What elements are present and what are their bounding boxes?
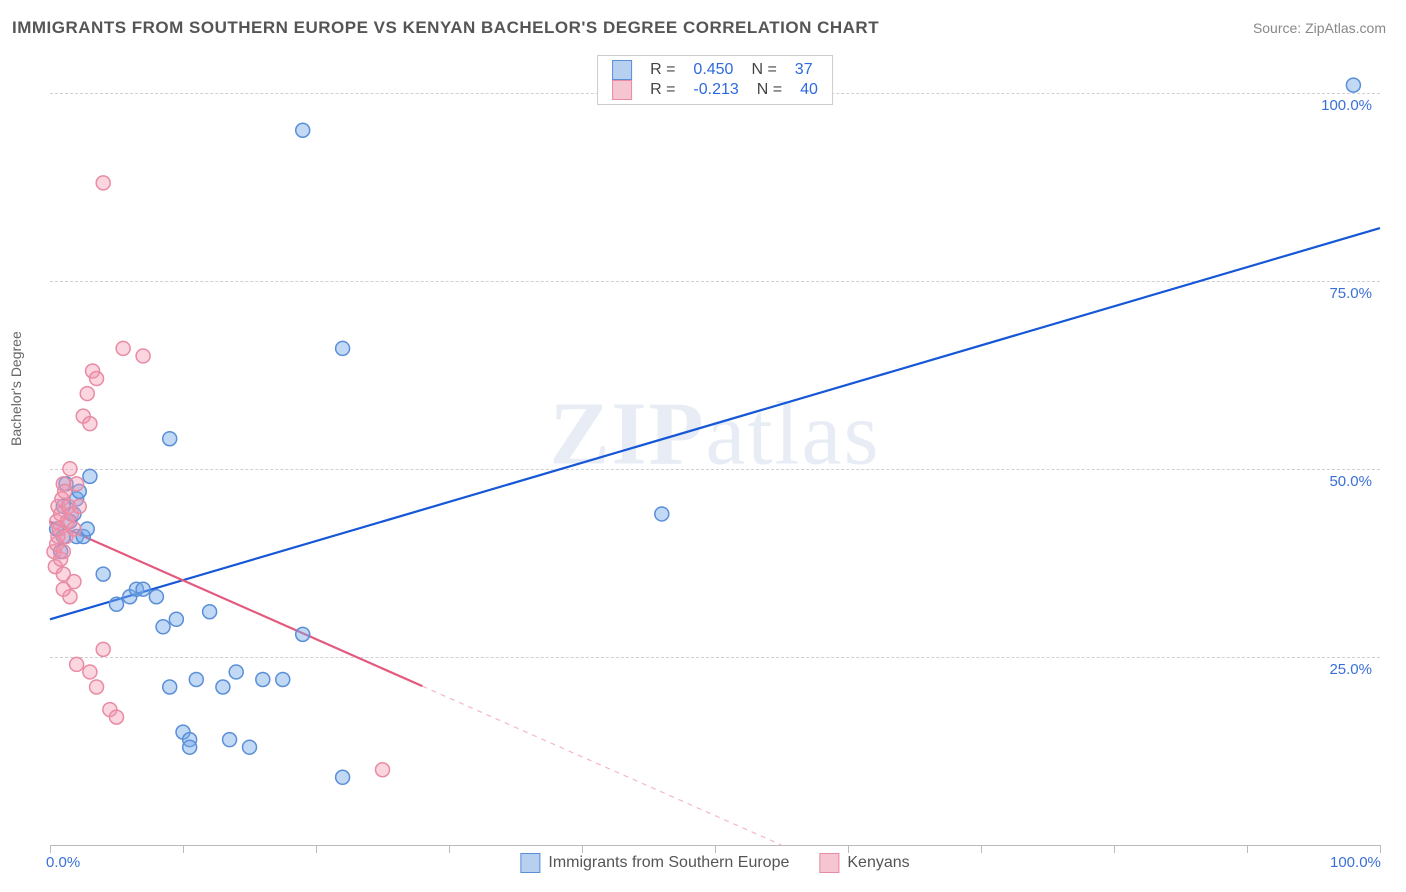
chart-area: ZIPatlas 25.0%50.0%75.0%100.0% R =0.450N…: [50, 55, 1380, 846]
x-tick: [1380, 845, 1381, 853]
x-tick: [715, 845, 716, 853]
r-value: 0.450: [693, 61, 733, 79]
source-label: Source:: [1253, 20, 1301, 36]
stats-legend-row: R = -0.213 N = 40: [612, 80, 818, 100]
series-legend: Immigrants from Southern Europe Kenyans: [520, 853, 909, 873]
legend-swatch: [612, 60, 632, 80]
legend-swatch: [520, 853, 540, 873]
source-credit: Source: ZipAtlas.com: [1253, 20, 1386, 36]
y-axis-label: Bachelor's Degree: [8, 331, 24, 446]
r-value: -0.213: [693, 81, 738, 99]
stats-legend-row: R = 0.450 N = 37: [612, 60, 818, 80]
x-tick: [1247, 845, 1248, 853]
legend-swatch: [819, 853, 839, 873]
x-tick: [848, 845, 849, 853]
source-link[interactable]: ZipAtlas.com: [1305, 20, 1386, 36]
x-tick: [1114, 845, 1115, 853]
x-tick-label: 0.0%: [46, 854, 80, 871]
n-label: N =: [751, 61, 776, 79]
legend-swatch: [612, 80, 632, 100]
chart-title: IMMIGRANTS FROM SOUTHERN EUROPE VS KENYA…: [12, 18, 879, 38]
x-tick: [582, 845, 583, 853]
n-label: N =: [757, 81, 782, 99]
x-tick: [316, 845, 317, 853]
stats-legend: R = 0.450 N = 37 R = -0.213 N = 40: [597, 55, 833, 105]
x-tick: [449, 845, 450, 853]
r-label: R =: [650, 61, 675, 79]
n-value: 37: [795, 61, 813, 79]
scatter-plot: [50, 55, 1380, 845]
legend-label: Kenyans: [847, 854, 909, 872]
x-tick: [981, 845, 982, 853]
legend-item: Immigrants from Southern Europe: [520, 853, 789, 873]
legend-item: Kenyans: [819, 853, 909, 873]
x-tick: [183, 845, 184, 853]
x-tick: [50, 845, 51, 853]
legend-label: Immigrants from Southern Europe: [548, 854, 789, 872]
x-tick-label: 100.0%: [1330, 854, 1381, 871]
r-label: R =: [650, 81, 675, 99]
n-value: 40: [800, 81, 818, 99]
